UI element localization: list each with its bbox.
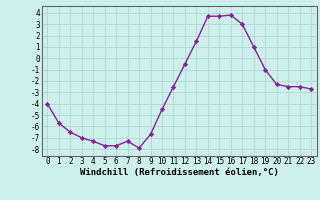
X-axis label: Windchill (Refroidissement éolien,°C): Windchill (Refroidissement éolien,°C) [80, 168, 279, 177]
